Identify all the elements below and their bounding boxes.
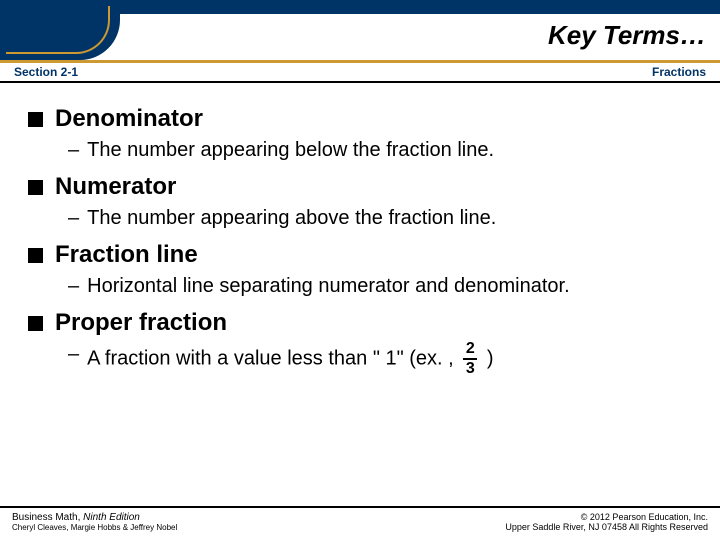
definition-text: A fraction with a value less than " 1" (… xyxy=(87,341,493,377)
term-name: Proper fraction xyxy=(55,309,227,337)
definition-suffix: ) xyxy=(487,347,494,369)
dash-bullet: – xyxy=(68,273,79,299)
definition-text: The number appearing above the fraction … xyxy=(87,205,496,231)
square-bullet-icon xyxy=(28,316,43,331)
section-right: Fractions xyxy=(652,65,706,79)
fraction-example: 2 3 xyxy=(463,341,477,377)
section-left: Section 2-1 xyxy=(14,65,78,79)
footer: Business Math, Ninth Edition Cheryl Clea… xyxy=(0,506,720,540)
square-bullet-icon xyxy=(28,180,43,195)
definition-row: – The number appearing below the fractio… xyxy=(28,137,692,163)
slide-title: Key Terms… xyxy=(548,20,706,51)
term-row: Fraction line xyxy=(28,241,692,269)
footer-row: Business Math, Ninth Edition Cheryl Clea… xyxy=(0,508,720,540)
title-row: Key Terms… xyxy=(0,14,720,60)
book-edition: Ninth Edition xyxy=(83,512,140,523)
dash-bullet: – xyxy=(68,341,79,367)
footer-right: © 2012 Pearson Education, Inc. Upper Sad… xyxy=(505,512,708,532)
term-row: Numerator xyxy=(28,173,692,201)
definition-row: – Horizontal line separating numerator a… xyxy=(28,273,692,299)
publisher-address: Upper Saddle River, NJ 07458 All Rights … xyxy=(505,522,708,532)
section-row: Section 2-1 Fractions xyxy=(0,63,720,81)
authors: Cheryl Cleaves, Margie Hobbs & Jeffrey N… xyxy=(12,523,177,532)
book-title: Business Math, Ninth Edition xyxy=(12,512,177,523)
book-name: Business Math, xyxy=(12,512,83,523)
definition-row: – The number appearing above the fractio… xyxy=(28,205,692,231)
definition-text: The number appearing below the fraction … xyxy=(87,137,494,163)
term-name: Fraction line xyxy=(55,241,198,269)
fraction-denominator: 3 xyxy=(466,360,475,377)
copyright: © 2012 Pearson Education, Inc. xyxy=(505,512,708,522)
definition-row: – A fraction with a value less than " 1"… xyxy=(28,341,692,377)
square-bullet-icon xyxy=(28,248,43,263)
footer-left: Business Math, Ninth Edition Cheryl Clea… xyxy=(12,512,177,532)
term-row: Denominator xyxy=(28,105,692,133)
content-area: Denominator – The number appearing below… xyxy=(0,83,720,377)
tab-inner-border xyxy=(6,6,110,54)
term-name: Numerator xyxy=(55,173,176,201)
square-bullet-icon xyxy=(28,112,43,127)
definition-text: Horizontal line separating numerator and… xyxy=(87,273,570,299)
term-row: Proper fraction xyxy=(28,309,692,337)
dash-bullet: – xyxy=(68,137,79,163)
term-name: Denominator xyxy=(55,105,203,133)
dash-bullet: – xyxy=(68,205,79,231)
fraction-numerator: 2 xyxy=(466,341,475,358)
definition-prefix: A fraction with a value less than " 1" (… xyxy=(87,347,459,369)
